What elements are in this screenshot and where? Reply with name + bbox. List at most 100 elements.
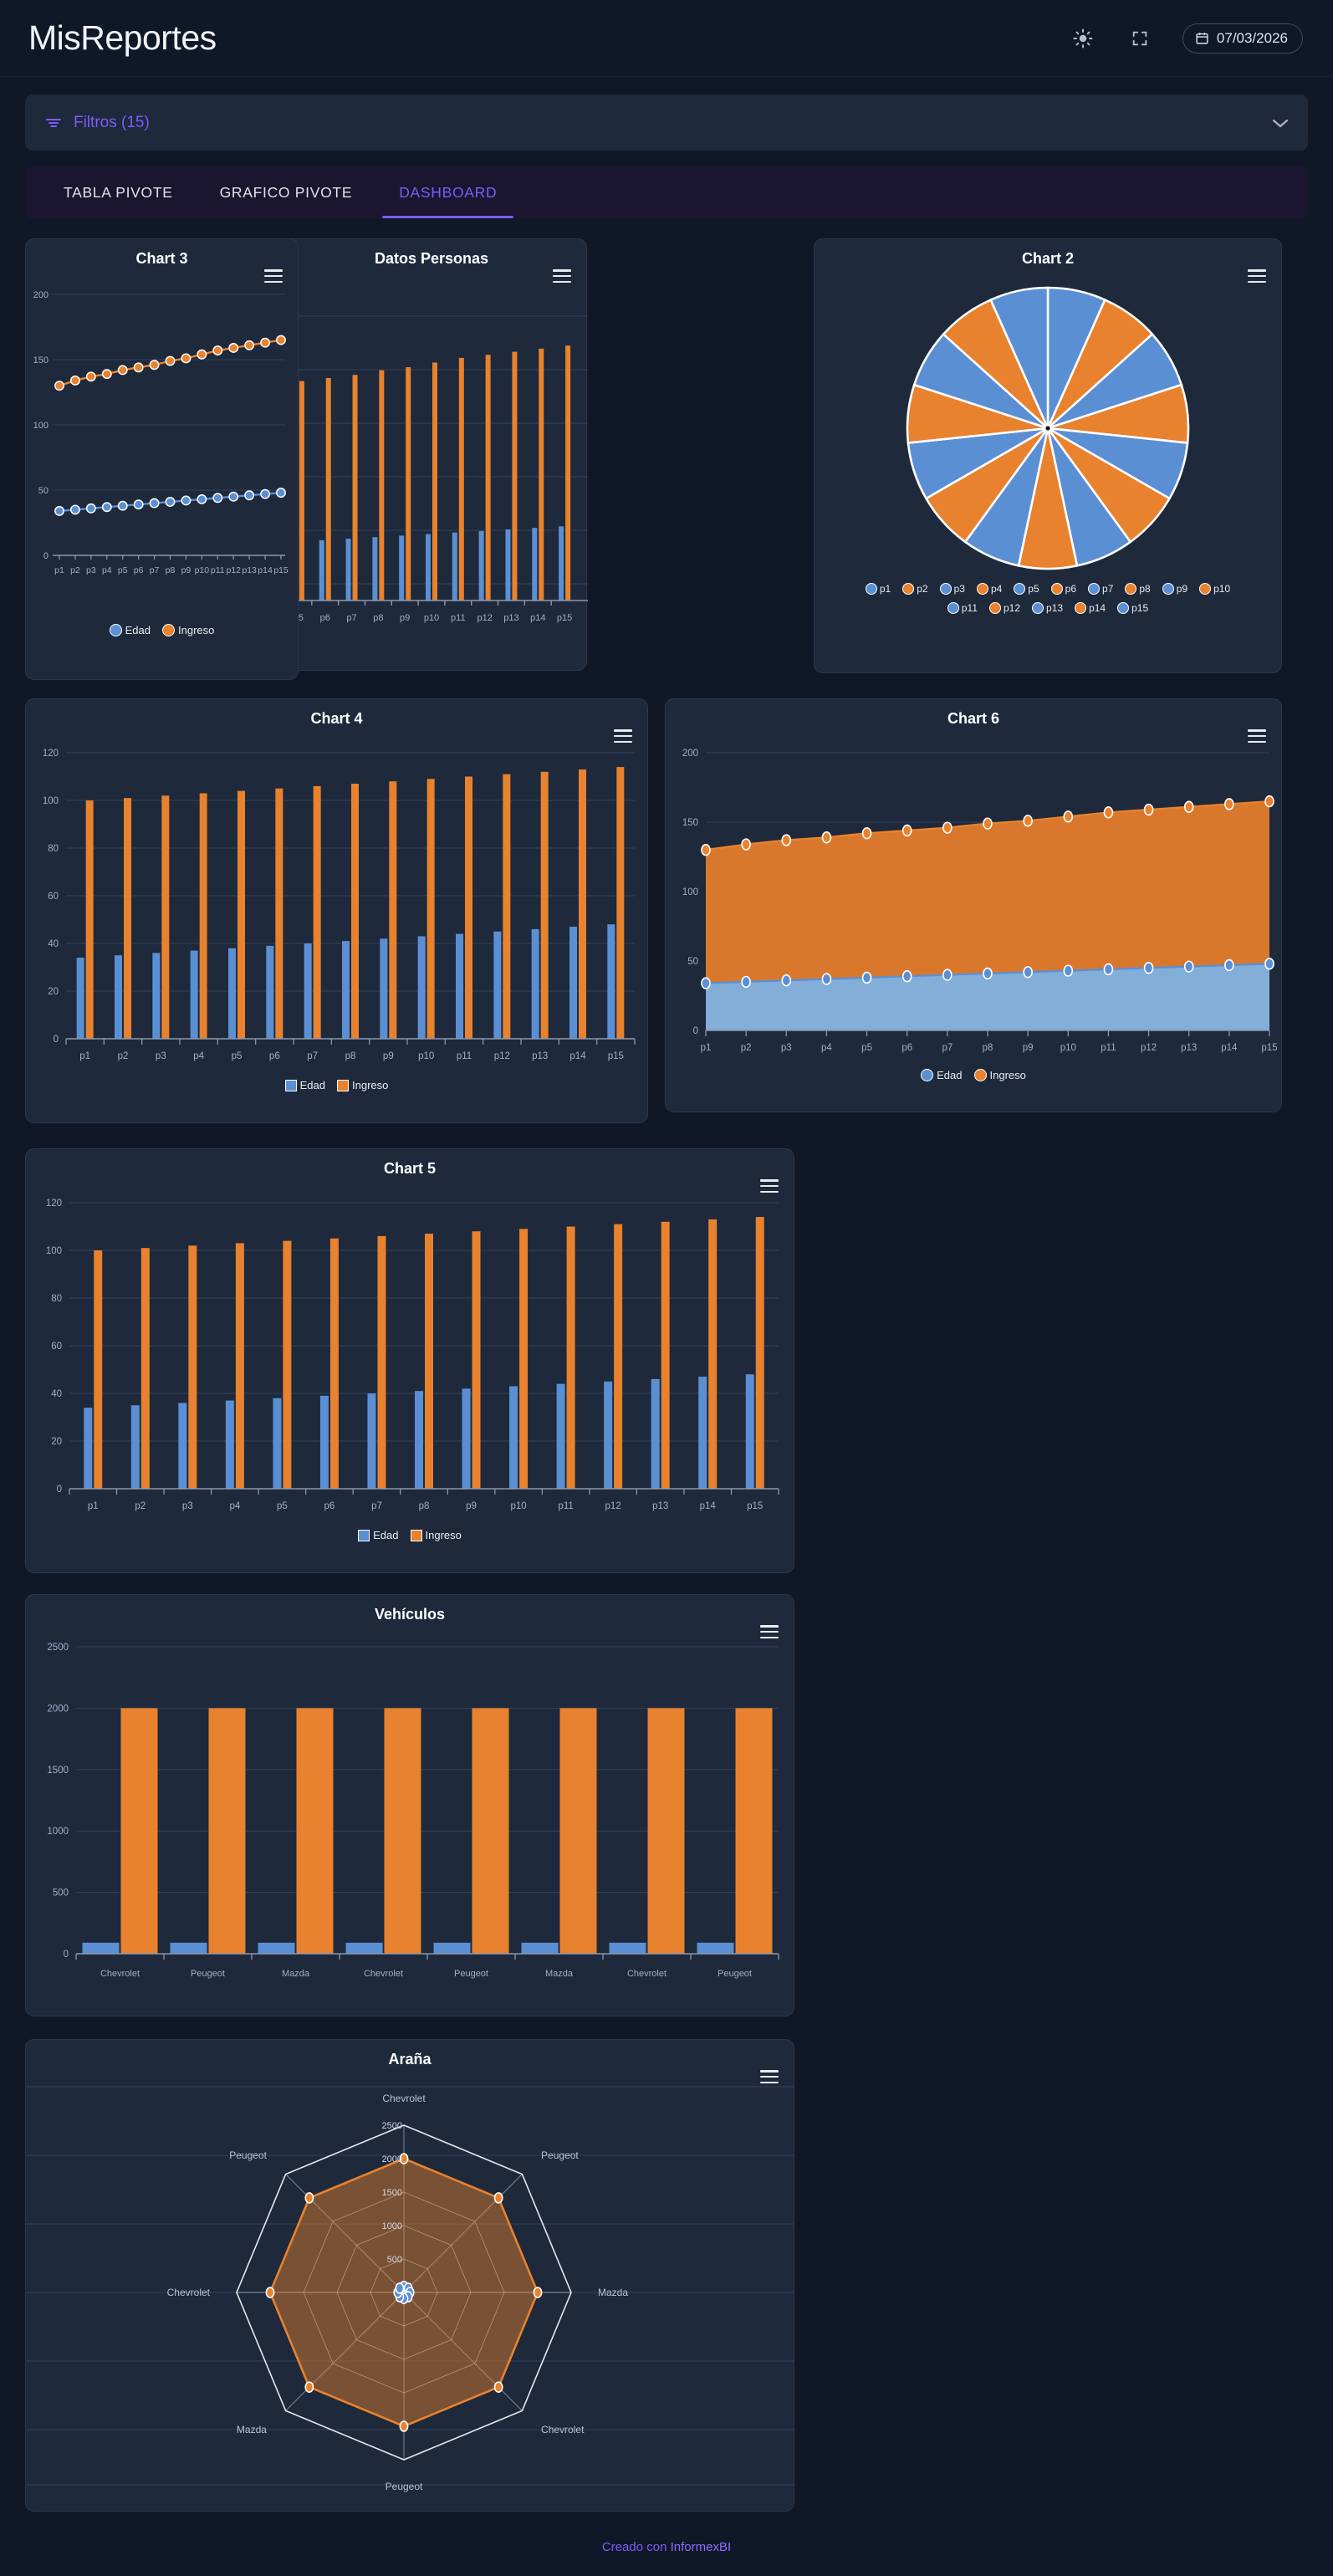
svg-text:p2: p2 [70, 565, 80, 575]
footer-brand[interactable]: InformexBI [670, 2540, 732, 2554]
fullscreen-icon[interactable] [1126, 24, 1154, 53]
footer-prefix: Creado con [601, 2540, 671, 2554]
legend-item-ingreso[interactable]: Ingreso [410, 1529, 462, 1541]
legend-item-p11[interactable]: p11 [947, 602, 978, 614]
legend-item-edad[interactable]: Edad [921, 1069, 963, 1081]
legend-item-p1[interactable]: p1 [865, 583, 891, 595]
hamburger-menu-icon[interactable] [760, 1179, 779, 1193]
svg-text:p7: p7 [942, 1043, 953, 1053]
tab-grafico-pivote[interactable]: GRAFICO PIVOTE [219, 183, 353, 201]
svg-text:p5: p5 [232, 1051, 243, 1061]
svg-text:p10: p10 [1060, 1043, 1076, 1053]
chart-6-svg: 0 50 100 150 200 p1 p2 p3 p4 p5 p6 p7 p8 p9 p10 p11 p12… [682, 749, 1278, 1053]
svg-text:500: 500 [53, 1889, 69, 1899]
footer: Creado con InformexBI [0, 2512, 1333, 2576]
svg-text:20: 20 [51, 1437, 62, 1447]
date-picker[interactable]: 07/03/2026 [1182, 23, 1303, 54]
legend-item-p10[interactable]: p10 [1199, 583, 1230, 595]
panel-title: Vehículos [374, 1606, 446, 1623]
svg-text:p4: p4 [821, 1043, 832, 1053]
legend-item-ingreso[interactable]: Ingreso [973, 1069, 1026, 1081]
svg-text:p11: p11 [457, 1051, 472, 1061]
svg-text:p2: p2 [135, 1501, 146, 1511]
svg-text:100: 100 [33, 421, 49, 431]
chart-5-legend: Edad Ingreso [26, 1529, 794, 1541]
svg-text:40: 40 [48, 939, 59, 949]
panel-chart-4: Chart 4 0 20 40 60 80 100 120 p1 p2 p3 p4 p5 p6 p7 p8… [25, 698, 648, 1123]
filters-bar[interactable]: Filtros (15) [25, 95, 1308, 151]
legend-item-p13[interactable]: p13 [1032, 602, 1063, 614]
legend-item-p2[interactable]: p2 [902, 583, 928, 595]
tab-tabla-pivote[interactable]: TABLA PIVOTE [64, 183, 173, 201]
legend-item-p9[interactable]: p9 [1162, 583, 1187, 595]
legend-item-p15[interactable]: p15 [1117, 602, 1148, 614]
svg-text:200: 200 [682, 749, 698, 759]
svg-text:50: 50 [687, 957, 698, 967]
svg-text:p13: p13 [1181, 1043, 1197, 1053]
panel-title: Chart 2 [1021, 250, 1074, 267]
legend-item-p6[interactable]: p6 [1050, 583, 1076, 595]
hamburger-menu-icon[interactable] [760, 2070, 779, 2083]
legend-item-p7[interactable]: p7 [1088, 583, 1113, 595]
panel-title: Chart 4 [310, 710, 363, 727]
svg-text:p14: p14 [700, 1501, 717, 1511]
legend-label-p2: p2 [917, 583, 928, 595]
legend-item-p8[interactable]: p8 [1125, 583, 1151, 595]
svg-text:p7: p7 [307, 1051, 318, 1061]
hamburger-menu-icon[interactable] [264, 269, 283, 283]
chevron-down-icon[interactable] [1271, 117, 1290, 129]
svg-text:p10: p10 [424, 613, 439, 623]
hamburger-menu-icon[interactable] [553, 269, 571, 283]
svg-text:p5: p5 [861, 1043, 872, 1053]
chart-6-legend: Edad Ingreso [666, 1069, 1281, 1081]
svg-text:Chevrolet: Chevrolet [167, 2287, 211, 2298]
legend-item-ingreso[interactable]: Ingreso [337, 1079, 388, 1091]
svg-text:150: 150 [33, 355, 49, 365]
svg-text:1500: 1500 [47, 1766, 69, 1776]
svg-text:p8: p8 [373, 613, 383, 623]
legend-item-ingreso[interactable]: Ingreso [162, 624, 214, 636]
legend-swatch-p4 [976, 583, 988, 595]
svg-text:p8: p8 [345, 1051, 356, 1061]
legend-item-edad[interactable]: Edad [109, 624, 151, 636]
hamburger-menu-icon[interactable] [1248, 269, 1266, 283]
svg-text:Peugeot: Peugeot [386, 2481, 423, 2492]
svg-text:p6: p6 [901, 1043, 912, 1053]
tab-dashboard[interactable]: DASHBOARD [375, 166, 520, 218]
hamburger-menu-icon[interactable] [760, 1625, 779, 1638]
legend-item-edad[interactable]: Edad [284, 1079, 325, 1091]
sun-icon[interactable] [1069, 24, 1097, 53]
svg-text:Peugeot: Peugeot [191, 1969, 225, 1979]
hamburger-menu-icon[interactable] [1248, 729, 1266, 743]
legend-item-p5[interactable]: p5 [1014, 583, 1039, 595]
chart-2 [815, 268, 1281, 590]
svg-text:150: 150 [682, 818, 698, 828]
svg-text:60: 60 [48, 892, 59, 902]
dashboard-row-5: Araña 500 1000 1500 2000 2500 Chevrolet Peugeo… [25, 2039, 1308, 2512]
legend-item-p4[interactable]: p4 [976, 583, 1002, 595]
svg-text:p13: p13 [652, 1501, 668, 1511]
legend-label-edad: Edad [373, 1529, 399, 1541]
legend-item-p12[interactable]: p12 [989, 602, 1020, 614]
legend-item-p3[interactable]: p3 [939, 583, 965, 595]
filters-section: Filtros (15) [0, 77, 1333, 151]
svg-text:40: 40 [51, 1389, 62, 1399]
svg-text:p13: p13 [532, 1051, 548, 1061]
panel-title: Araña [388, 2051, 432, 2067]
filter-icon [45, 116, 62, 130]
svg-text:p14: p14 [1221, 1043, 1238, 1053]
legend-swatch-ingreso [410, 1529, 422, 1541]
svg-text:Mazda: Mazda [282, 1969, 310, 1979]
svg-text:120: 120 [43, 749, 59, 759]
legend-item-edad[interactable]: Edad [358, 1529, 399, 1541]
panel-title: Chart 5 [383, 1160, 436, 1177]
svg-text:p15: p15 [557, 613, 572, 623]
svg-text:p8: p8 [166, 565, 176, 575]
legend-label-p13: p13 [1046, 602, 1064, 614]
svg-text:p8: p8 [419, 1501, 430, 1511]
hamburger-menu-icon[interactable] [614, 729, 632, 743]
svg-text:p9: p9 [1023, 1043, 1034, 1053]
legend-item-p14[interactable]: p14 [1075, 602, 1106, 614]
svg-text:20: 20 [48, 987, 59, 997]
